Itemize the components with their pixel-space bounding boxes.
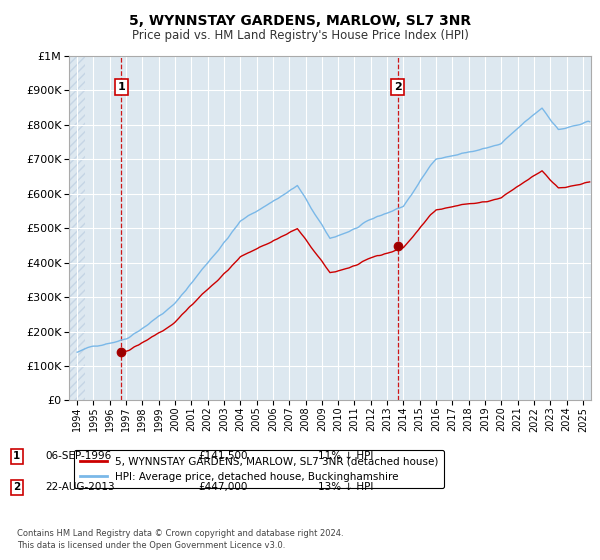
Text: 2: 2 — [394, 82, 401, 92]
Text: 1: 1 — [13, 451, 20, 461]
Legend: 5, WYNNSTAY GARDENS, MARLOW, SL7 3NR (detached house), HPI: Average price, detac: 5, WYNNSTAY GARDENS, MARLOW, SL7 3NR (de… — [74, 450, 445, 488]
Text: 5, WYNNSTAY GARDENS, MARLOW, SL7 3NR: 5, WYNNSTAY GARDENS, MARLOW, SL7 3NR — [129, 14, 471, 28]
Text: 1: 1 — [118, 82, 125, 92]
Text: 11% ↓ HPI: 11% ↓ HPI — [318, 451, 373, 461]
Text: Contains HM Land Registry data © Crown copyright and database right 2024.: Contains HM Land Registry data © Crown c… — [17, 530, 343, 539]
Bar — [69, 56, 85, 400]
Text: 2: 2 — [13, 482, 20, 492]
Text: Price paid vs. HM Land Registry's House Price Index (HPI): Price paid vs. HM Land Registry's House … — [131, 29, 469, 42]
Text: 22-AUG-2013: 22-AUG-2013 — [45, 482, 115, 492]
Text: 13% ↓ HPI: 13% ↓ HPI — [318, 482, 373, 492]
Text: £447,000: £447,000 — [198, 482, 247, 492]
Text: This data is licensed under the Open Government Licence v3.0.: This data is licensed under the Open Gov… — [17, 541, 285, 550]
Text: £141,500: £141,500 — [198, 451, 248, 461]
Text: 06-SEP-1996: 06-SEP-1996 — [45, 451, 111, 461]
